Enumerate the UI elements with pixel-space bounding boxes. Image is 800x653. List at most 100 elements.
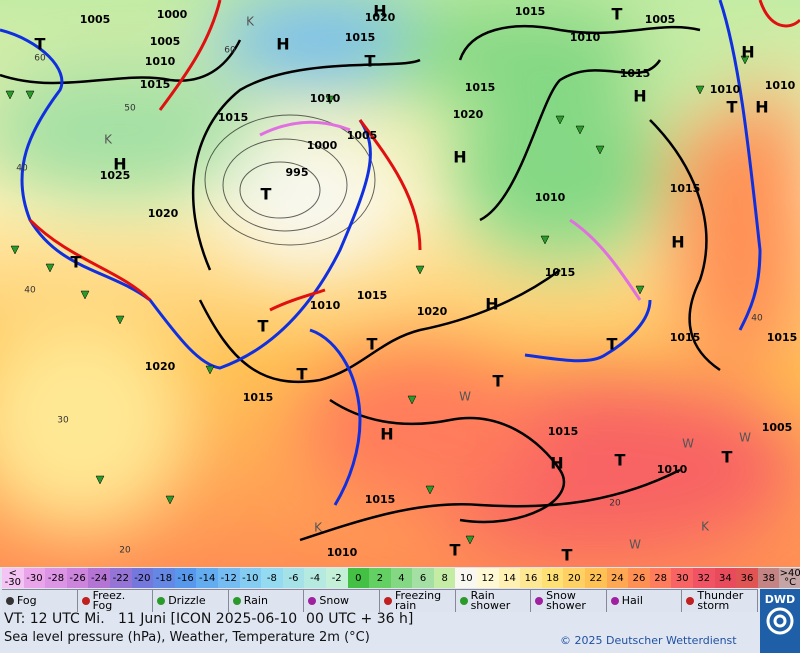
- scale-cell: 8: [433, 568, 456, 588]
- scale-label: -30: [4, 577, 21, 588]
- scale-cell: -12: [217, 568, 240, 588]
- isobar-label: 1015: [357, 289, 388, 302]
- weather-label: Fog: [17, 594, 37, 607]
- isobar-label: 1015: [670, 331, 701, 344]
- scale-label: -4: [310, 572, 321, 584]
- weather-symbol: [407, 395, 417, 405]
- isobar-label: 1015: [515, 5, 546, 18]
- scale-label: 18: [546, 572, 559, 584]
- weather-item: Thunder storm: [682, 590, 758, 612]
- air-mass-label: W: [629, 538, 641, 552]
- scale-label: -2: [331, 572, 342, 584]
- scale-cell: 6: [412, 568, 434, 588]
- pressure-system: H: [550, 454, 563, 473]
- copyright: © 2025 Deutscher Wetterdienst: [560, 634, 737, 647]
- scale-cell: -14: [196, 568, 218, 588]
- scale-label: -10: [242, 572, 259, 584]
- weather-label: Rain shower: [470, 589, 511, 612]
- weather-item: Freez. Fog: [78, 590, 154, 612]
- weather-symbol: [5, 90, 15, 100]
- description: Sea level pressure (hPa), Weather, Tempe…: [4, 630, 370, 645]
- temperature-label: 40: [751, 314, 763, 324]
- weather-label: Rain: [243, 594, 268, 607]
- weather-symbol: [425, 485, 435, 495]
- scale-cell: 38: [757, 568, 780, 588]
- isobar-label: 1015: [243, 391, 274, 404]
- scale-cell: -6: [282, 568, 305, 588]
- isobar-label: 1015: [767, 331, 798, 344]
- scale-label: -18: [155, 572, 173, 584]
- scale-cell: -18: [153, 568, 175, 588]
- pressure-system: H: [276, 35, 289, 54]
- air-mass-label: K: [246, 15, 255, 29]
- air-mass-label: W: [682, 437, 694, 451]
- scale-cell: 34: [714, 568, 737, 588]
- scale-label: -26: [69, 572, 86, 584]
- air-mass-label: K: [701, 520, 710, 534]
- weather-icon: [535, 597, 544, 605]
- scale-cell: 22: [585, 568, 607, 588]
- scale-label: 2: [376, 572, 384, 584]
- isobar-label: 1015: [545, 266, 576, 279]
- pressure-system: H: [633, 87, 646, 106]
- scale-label: <: [8, 568, 17, 579]
- weather-label: Snow: [319, 594, 350, 607]
- isobar-label: 1015: [620, 67, 651, 80]
- scale-cell: 10: [455, 568, 478, 588]
- temperature-label: 60: [34, 54, 46, 64]
- weather-icon: [6, 597, 14, 605]
- pressure-system: T: [722, 448, 733, 467]
- weather-symbol: [695, 85, 705, 95]
- scale-label: 36: [740, 572, 754, 584]
- scale-label: -20: [134, 572, 151, 584]
- scale-label: 38: [762, 572, 775, 584]
- scale-label: -30: [26, 572, 43, 584]
- temperature-label: 60: [224, 46, 236, 56]
- weather-map: 1005 1000 1020 1015 1005 1005 1010 1015 1010 1015…: [0, 0, 800, 567]
- pressure-system: T: [258, 317, 269, 336]
- scale-label: 24: [611, 572, 624, 584]
- weather-item: Rain: [229, 590, 305, 612]
- scale-label: -16: [177, 572, 194, 584]
- temperature-label: 50: [124, 104, 136, 114]
- scale-label: 34: [719, 572, 732, 584]
- pressure-system: H: [453, 148, 466, 167]
- isobar-label: 1010: [765, 79, 796, 92]
- scale-label: 26: [632, 572, 646, 584]
- pressure-system: H: [755, 98, 768, 117]
- weather-icon: [232, 597, 241, 605]
- valid-time: VT: 12 UTC Mi. 11 Juni [ICON 2025-06-10 …: [4, 611, 414, 627]
- scale-cell: 4: [390, 568, 413, 588]
- logo-text: DWD: [764, 593, 796, 606]
- scale-cell: 2: [369, 568, 391, 588]
- scale-label: 32: [697, 572, 711, 584]
- isobar-label: 1020: [148, 207, 179, 220]
- weather-label: Hail: [621, 594, 643, 607]
- air-mass-label: W: [739, 431, 751, 445]
- scale-cell: -8: [261, 568, 283, 588]
- scale-cell: -16: [174, 568, 197, 588]
- weather-symbol: [595, 145, 605, 155]
- pressure-system: T: [493, 372, 504, 391]
- pressure-system: H: [671, 233, 684, 252]
- pressure-system: T: [71, 253, 82, 272]
- isobar-label: 1005: [150, 35, 181, 48]
- weather-symbol: [575, 125, 585, 135]
- scale-cell: -22: [109, 568, 132, 588]
- scale-cell: -2: [325, 568, 348, 588]
- scale-cell: -30: [23, 568, 46, 588]
- scale-label: -6: [288, 572, 299, 584]
- dwd-logo: DWD: [760, 589, 800, 653]
- scale-cell: < -30: [2, 568, 24, 588]
- weather-item: Hail: [607, 590, 683, 612]
- pressure-system: T: [35, 35, 46, 54]
- weather-item: Fog: [2, 590, 78, 612]
- weather-icon: [459, 597, 468, 605]
- pressure-system: T: [727, 98, 738, 117]
- scale-label: -24: [91, 572, 108, 584]
- weather-symbol: [740, 55, 750, 65]
- pressure-system: T: [450, 541, 461, 560]
- scale-cell: -20: [131, 568, 154, 588]
- pressure-system: H: [741, 43, 754, 62]
